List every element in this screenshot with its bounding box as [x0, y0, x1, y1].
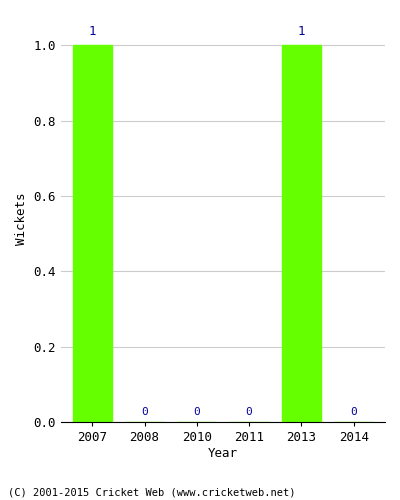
Text: 0: 0 [246, 406, 252, 416]
Text: 0: 0 [350, 406, 357, 416]
Bar [73, 45, 112, 422]
Bar [282, 45, 321, 422]
Text: 0: 0 [141, 406, 148, 416]
Text: 0: 0 [194, 406, 200, 416]
Text: 1: 1 [298, 24, 305, 38]
Y-axis label: Wickets: Wickets [15, 192, 28, 245]
Text: 1: 1 [88, 24, 96, 38]
X-axis label: Year: Year [208, 447, 238, 460]
Text: (C) 2001-2015 Cricket Web (www.cricketweb.net): (C) 2001-2015 Cricket Web (www.cricketwe… [8, 488, 296, 498]
